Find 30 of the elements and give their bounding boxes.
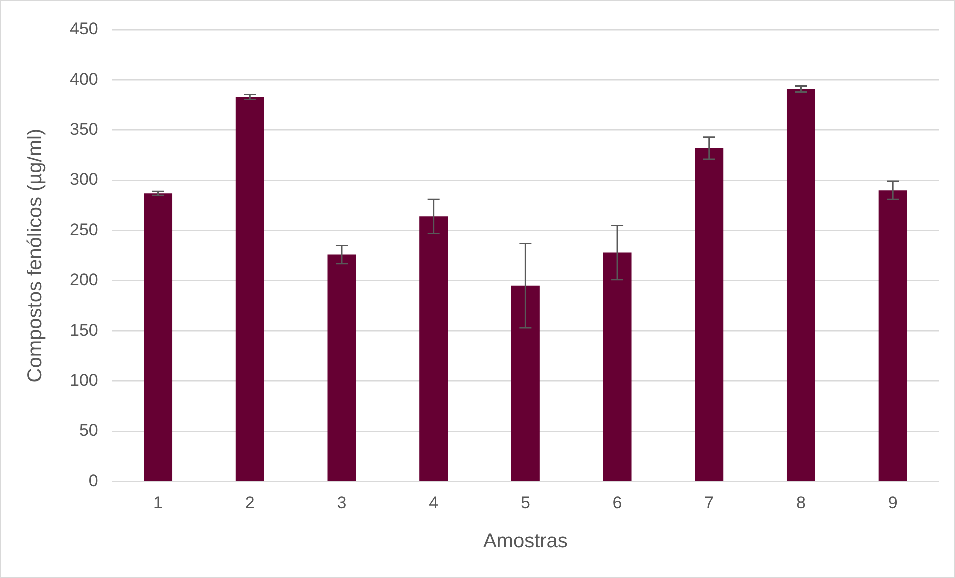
x-tick-label: 1 [154,493,164,512]
bar [786,89,816,481]
y-tick-label: 400 [70,70,98,89]
y-tick-label: 450 [70,20,98,39]
x-tick-label: 8 [796,493,806,512]
y-tick-label: 300 [70,170,98,190]
bar [236,97,264,481]
bar [144,194,173,481]
y-tick-label: 200 [70,270,98,290]
y-tick-label: 150 [70,320,98,340]
x-tick-label: 6 [612,493,622,512]
x-tick-label: 7 [704,493,714,512]
x-tick-label: 9 [888,493,898,512]
bar [328,254,356,481]
y-tick-label: 50 [79,421,98,440]
x-tick-label: 3 [337,493,347,512]
bar [878,190,908,481]
y-tick-label: 100 [70,370,98,390]
x-axis-title: Amostras [483,530,568,553]
bar [420,216,448,481]
bar [511,286,540,481]
y-tick-label: 250 [70,220,98,240]
bar [603,252,632,481]
y-axis-title: Compostos fenólicos (µg/ml) [24,128,47,383]
x-tick-label: 2 [245,493,255,512]
bar [695,148,724,481]
y-tick-label: 0 [88,471,98,490]
x-tick-label: 5 [520,493,530,512]
y-tick-label: 350 [70,120,98,140]
x-tick-label: 4 [429,493,439,512]
